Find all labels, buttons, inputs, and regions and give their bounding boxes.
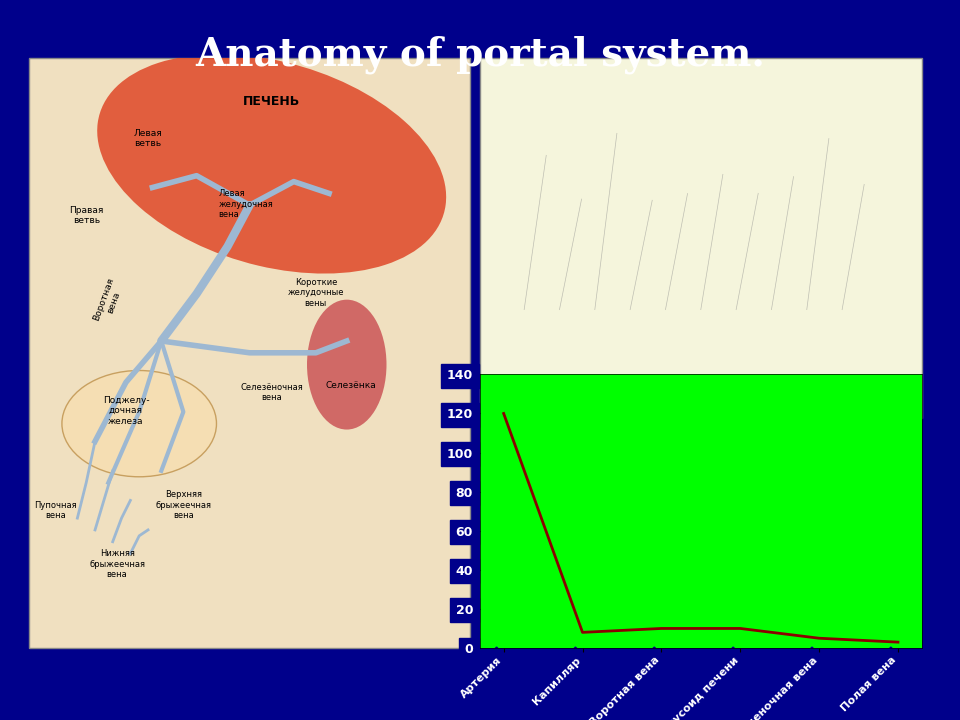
Text: Пупочная
вена: Пупочная вена: [34, 500, 77, 520]
Text: Anatomy of portal system.: Anatomy of portal system.: [195, 36, 765, 74]
FancyBboxPatch shape: [480, 58, 922, 418]
Text: Левая
желудочная
вена: Левая желудочная вена: [219, 189, 274, 219]
Text: Нижняя
брыжеечная
вена: Нижняя брыжеечная вена: [89, 549, 145, 579]
Text: Поджелу-
дочная
железа: Поджелу- дочная железа: [103, 396, 149, 426]
Text: ПЕЧЕНЬ: ПЕЧЕНЬ: [243, 95, 300, 108]
Ellipse shape: [97, 54, 446, 274]
Text: Верхняя
брыжеечная
вена: Верхняя брыжеечная вена: [156, 490, 211, 520]
Text: Воротная
вена: Воротная вена: [91, 276, 125, 325]
Ellipse shape: [61, 371, 217, 477]
Text: Селезёночная
вена: Селезёночная вена: [240, 382, 303, 402]
Text: Селезёнка: Селезёнка: [325, 381, 376, 390]
Text: Короткие
желудочные
вены: Короткие желудочные вены: [288, 278, 344, 307]
Text: Левая
ветвь: Левая ветвь: [133, 129, 162, 148]
Ellipse shape: [307, 300, 387, 430]
Text: Правая
ветвь: Правая ветвь: [69, 205, 104, 225]
FancyBboxPatch shape: [29, 58, 470, 648]
